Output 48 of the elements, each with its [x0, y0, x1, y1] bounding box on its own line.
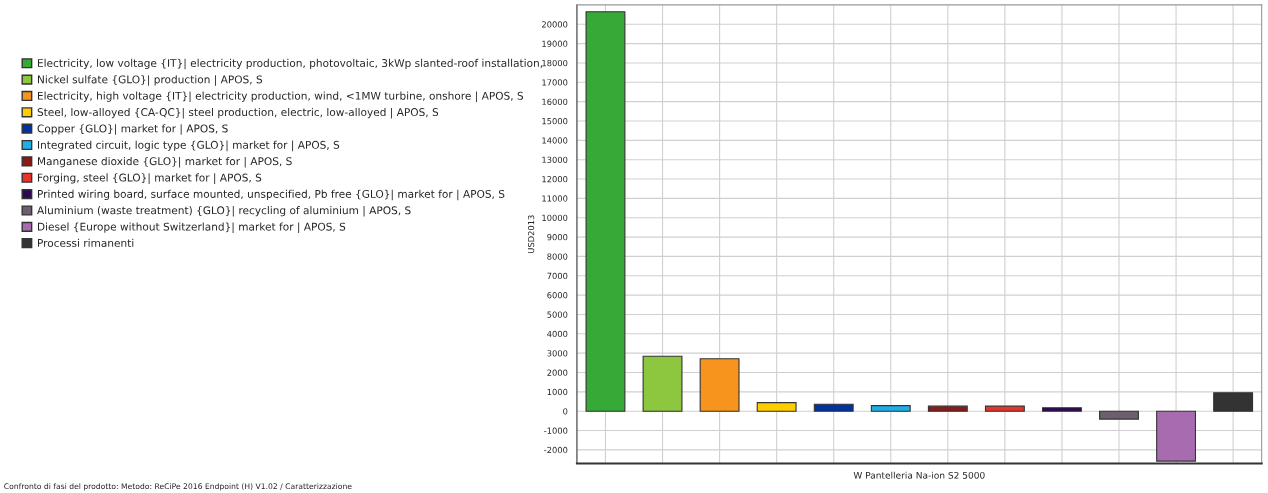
- y-tick-label: -2000: [544, 446, 568, 454]
- y-tick-label: 12000: [542, 176, 568, 183]
- y-tick-label: 0: [563, 408, 568, 415]
- legend-label: Printed wiring board, surface mounted, unspecified, Pb free {GLO}| market for | APOS, S: [37, 189, 505, 201]
- y-tick-label: 11000: [542, 195, 568, 202]
- bar: [870, 405, 911, 412]
- legend-label: Manganese dioxide {GLO}| market for | APOS, S: [37, 156, 292, 168]
- y-tick-label: 15000: [542, 117, 568, 125]
- bar: [1099, 410, 1139, 420]
- y-tick-label: 7000: [547, 272, 568, 280]
- legend-label: Diesel {Europe without Switzerland}| market for | APOS, S: [37, 222, 346, 233]
- y-tick-label: 17000: [542, 79, 568, 86]
- y-tick-label: 3000: [547, 350, 568, 357]
- bar: [642, 355, 683, 412]
- y-tick-label: 19000: [542, 40, 568, 47]
- legend-label: Electricity, high voltage {IT}| electricity production, wind, <1MW turbine, onshore | APOS, S: [37, 91, 524, 103]
- y-tick-label: 4000: [547, 330, 568, 338]
- bar: [813, 403, 854, 412]
- legend-label: Forging, steel {GLO}| market for | APOS, S: [37, 173, 262, 184]
- bar: [699, 358, 740, 412]
- bar: [927, 405, 968, 412]
- y-tick-label: -1000: [544, 427, 568, 434]
- y-tick-label: 20000: [542, 21, 568, 28]
- legend-label: Copper {GLO}| market for | APOS, S: [37, 124, 228, 135]
- y-tick-label: 5000: [547, 311, 568, 318]
- y-tick-label: 14000: [542, 137, 568, 144]
- legend-label: Aluminium (waste treatment) {GLO}| recycling of aluminium | APOS, S: [37, 206, 411, 217]
- y-axis-title: USD2013: [527, 215, 535, 253]
- y-tick-label: 18000: [542, 59, 568, 67]
- bar: [756, 402, 797, 412]
- legend-label: Integrated circuit, logic type {GLO}| market for | APOS, S: [37, 140, 340, 152]
- y-tick-label: 1000: [547, 388, 568, 396]
- legend-label: Steel, low-alloyed {CA-QC}| steel production, electric, low-alloyed | APOS, S: [37, 107, 439, 119]
- y-tick-label: 13000: [542, 156, 568, 163]
- y-tick-label: 16000: [542, 98, 568, 105]
- y-tick-label: 6000: [547, 292, 568, 299]
- y-tick-label: 8000: [547, 253, 568, 260]
- legend-label: Processi rimanenti: [37, 238, 134, 247]
- legend-label: Electricity, low voltage {IT}| electricity production, photovoltaic, 3kWp slanted-roof installation,: [37, 58, 543, 70]
- legend-label: Nickel sulfate {GLO}| production | APOS, S: [37, 75, 263, 86]
- x-tick-label: W Pantelleria Na-ion S2 5000: [853, 471, 985, 479]
- bar: [1041, 407, 1082, 412]
- bar: [984, 405, 1025, 412]
- bar: [585, 11, 626, 412]
- y-tick-label: 9000: [547, 234, 568, 241]
- bar: [1213, 392, 1254, 412]
- y-tick-label: 2000: [547, 369, 568, 376]
- y-tick-label: 10000: [542, 214, 568, 222]
